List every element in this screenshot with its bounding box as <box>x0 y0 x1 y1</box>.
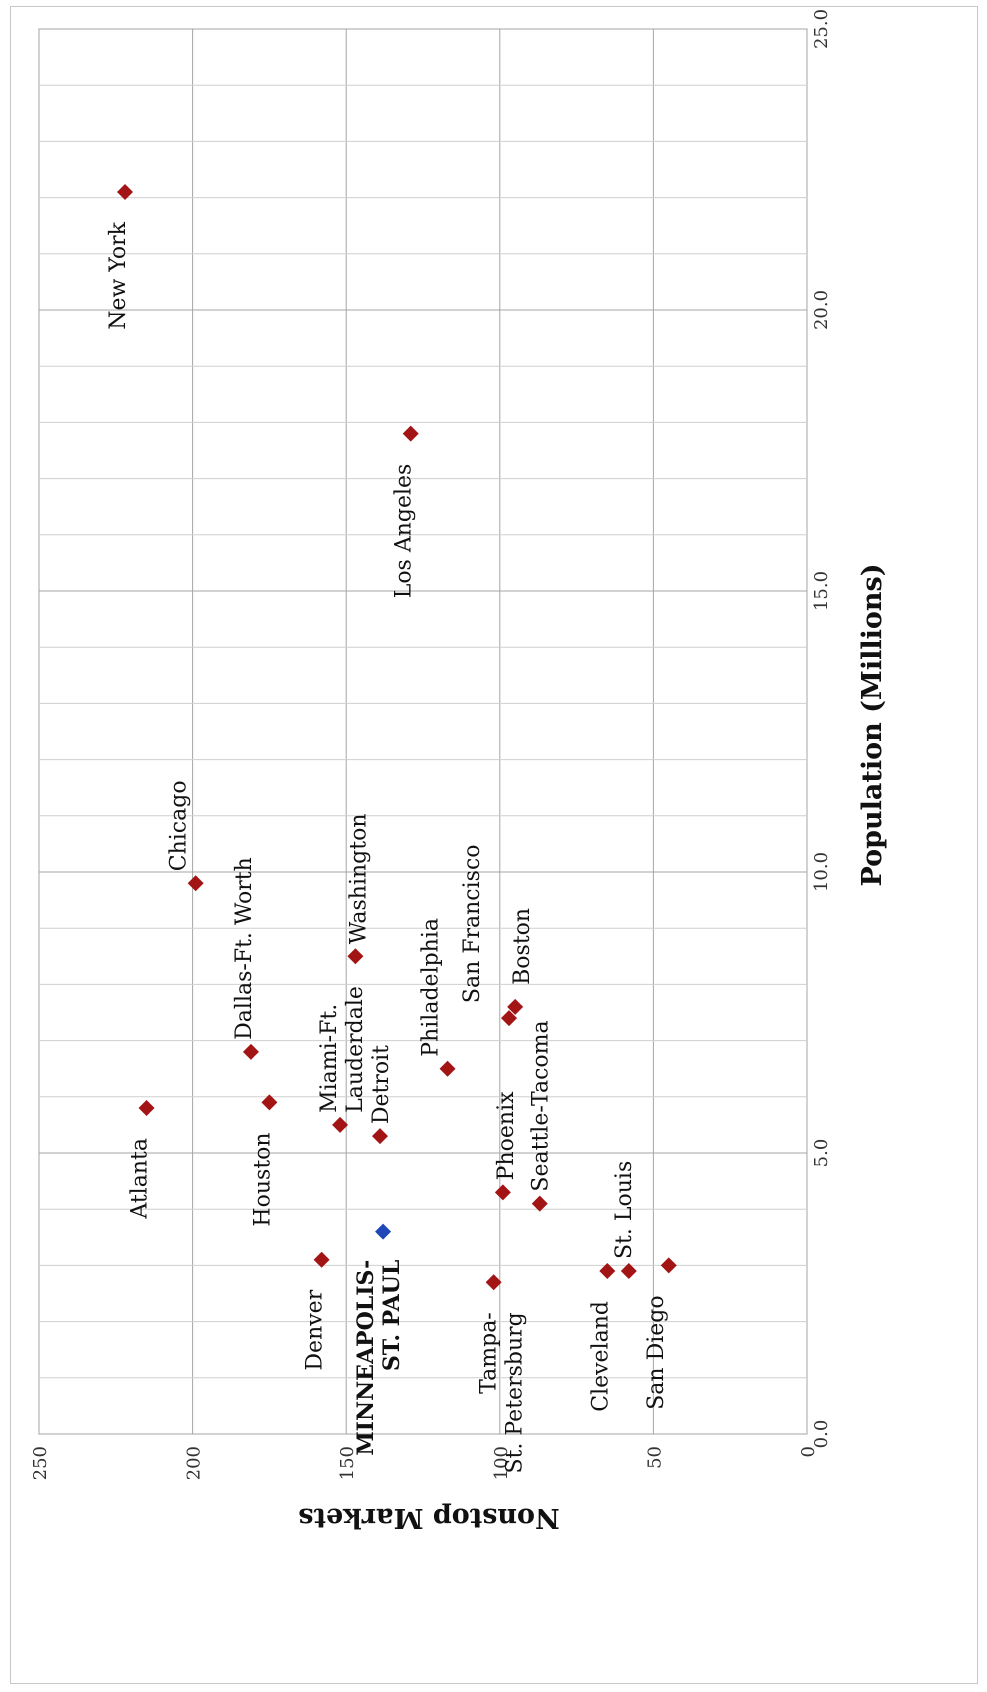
x-tick-label: 200 <box>184 1446 205 1480</box>
x-tick-label: 150 <box>337 1446 358 1480</box>
point-label: Seattle-Tacoma <box>529 1020 554 1191</box>
point-label: Denver <box>303 1289 328 1370</box>
point-label: Cleveland <box>588 1301 613 1412</box>
point-label: Boston <box>510 908 535 985</box>
point-label: Phoenix <box>494 1091 519 1180</box>
tick-labels: 0 50 100 150 200 250 0.0 5.0 10.0 15.0 20.0 25.0 <box>30 9 832 1480</box>
data-point <box>531 1195 548 1212</box>
x-tick-label: 0 <box>798 1446 819 1457</box>
data-point <box>332 1116 349 1133</box>
data-point <box>313 1251 330 1268</box>
point-label: Washington <box>346 813 371 944</box>
point-label: Philadelphia <box>419 918 444 1057</box>
point-label: Detroit <box>369 1045 394 1124</box>
x-tick-label: 250 <box>30 1446 51 1480</box>
point-label: Chicago <box>167 780 192 871</box>
data-point <box>501 1010 518 1027</box>
data-point <box>620 1263 637 1280</box>
data-point <box>117 183 134 200</box>
data-point <box>439 1060 456 1077</box>
y-tick-label: 25.0 <box>811 9 832 49</box>
data-point <box>599 1263 616 1280</box>
data-point <box>347 948 364 965</box>
data-point <box>507 998 524 1015</box>
data-point <box>261 1094 278 1111</box>
data-point <box>485 1274 502 1291</box>
y-tick-label: 10.0 <box>811 852 832 892</box>
data-point <box>494 1184 511 1201</box>
point-labels: New York Los Angeles Chicago Washington Dall… <box>106 221 669 1473</box>
scatter-chart: 0 50 100 150 200 250 0.0 5.0 10.0 15.0 20.0 25.0 Ne… <box>30 9 888 1533</box>
point-label: Dallas-Ft. Worth <box>232 857 257 1040</box>
x-tick-label: 100 <box>491 1446 512 1480</box>
data-point <box>138 1100 155 1117</box>
point-label: Tampa-St. Petersburg <box>477 1312 528 1473</box>
data-point <box>187 875 204 892</box>
point-label: San Diego <box>644 1295 669 1409</box>
y-tick-label: 15.0 <box>811 571 832 611</box>
point-label: Miami-Ft.Lauderdale <box>317 986 368 1113</box>
highlight-point-label: MINNEAPOLIS-ST. PAUL <box>353 1260 405 1456</box>
y-tick-label: 0.0 <box>811 1420 832 1449</box>
x-tick-label: 50 <box>644 1446 665 1469</box>
data-points <box>117 183 677 1291</box>
point-label: New York <box>106 221 131 329</box>
chart-frame: 0 50 100 150 200 250 0.0 5.0 10.0 15.0 20.0 25.0 Ne… <box>10 6 978 1684</box>
y-tick-label: 20.0 <box>811 290 832 330</box>
point-label: Houston <box>250 1132 275 1226</box>
point-label: Atlanta <box>128 1138 153 1220</box>
point-label: Los Angeles <box>392 464 417 599</box>
grid-lines <box>38 28 808 1435</box>
data-point <box>660 1257 677 1274</box>
y-tick-label: 5.0 <box>811 1139 832 1168</box>
data-point <box>242 1043 259 1060</box>
plot-area <box>38 28 808 1435</box>
data-point <box>371 1128 388 1145</box>
y-axis-title: Population (Millions) <box>857 564 888 887</box>
data-point <box>402 425 419 442</box>
point-label: San Francisco <box>460 844 485 1003</box>
point-label: St. Louis <box>612 1161 637 1259</box>
data-point <box>375 1223 392 1240</box>
x-axis-title: Nonstop Markets <box>298 1502 559 1533</box>
